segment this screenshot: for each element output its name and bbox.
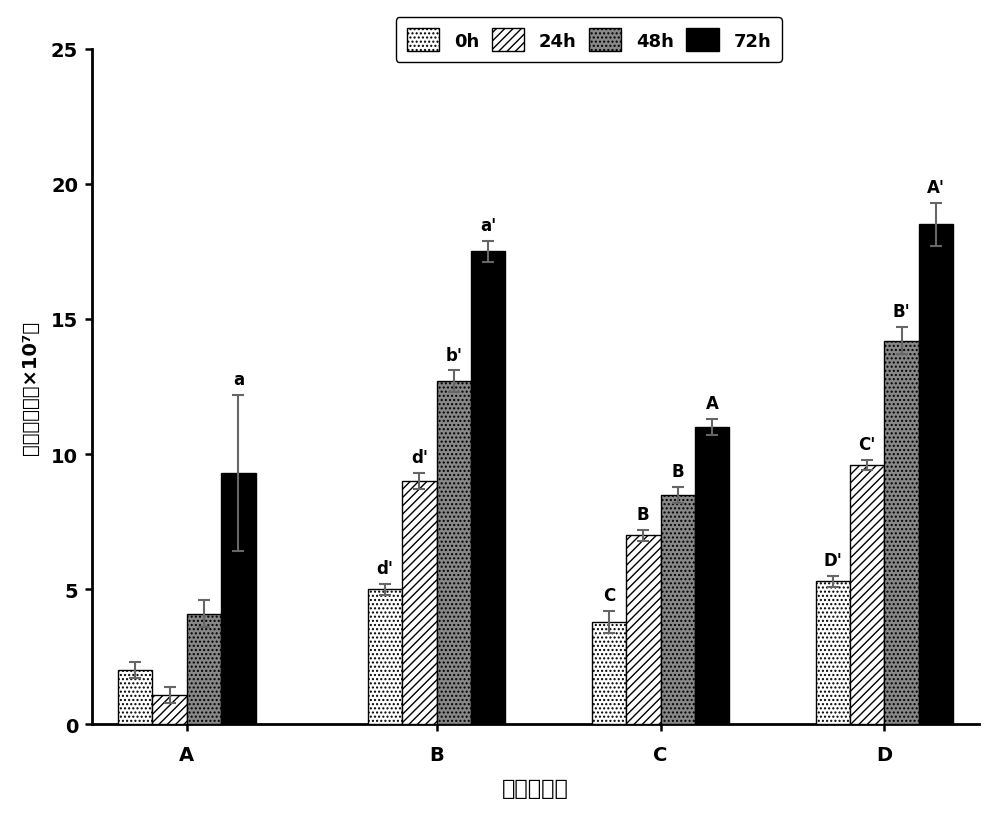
Bar xyxy=(626,536,661,725)
Bar xyxy=(850,465,884,725)
Bar xyxy=(152,695,187,725)
Bar xyxy=(592,622,626,725)
Text: B': B' xyxy=(893,303,911,321)
Bar xyxy=(402,482,437,725)
Bar xyxy=(816,581,850,725)
Bar xyxy=(661,495,695,725)
Text: a': a' xyxy=(480,216,496,234)
Text: d': d' xyxy=(376,559,393,577)
Text: b': b' xyxy=(445,346,462,364)
Bar xyxy=(695,428,729,725)
Text: D': D' xyxy=(823,551,842,569)
Text: d': d' xyxy=(411,449,428,467)
Text: B: B xyxy=(671,462,684,480)
Bar xyxy=(437,382,471,725)
X-axis label: 冻存液种类: 冻存液种类 xyxy=(502,778,569,799)
Text: A': A' xyxy=(927,179,945,197)
Bar xyxy=(368,590,402,725)
Text: A: A xyxy=(706,395,719,413)
Legend: 0h, 24h, 48h, 72h: 0h, 24h, 48h, 72h xyxy=(396,18,782,63)
Bar xyxy=(884,342,919,725)
Bar xyxy=(187,614,221,725)
Bar xyxy=(221,473,256,725)
Bar xyxy=(471,252,505,725)
Text: C: C xyxy=(603,586,615,604)
Bar xyxy=(919,225,953,725)
Text: C': C' xyxy=(859,435,876,453)
Y-axis label: 活细胞数量（×10⁷）: 活细胞数量（×10⁷） xyxy=(21,320,40,454)
Text: a: a xyxy=(233,370,244,388)
Text: B: B xyxy=(637,505,650,523)
Bar xyxy=(118,671,152,725)
